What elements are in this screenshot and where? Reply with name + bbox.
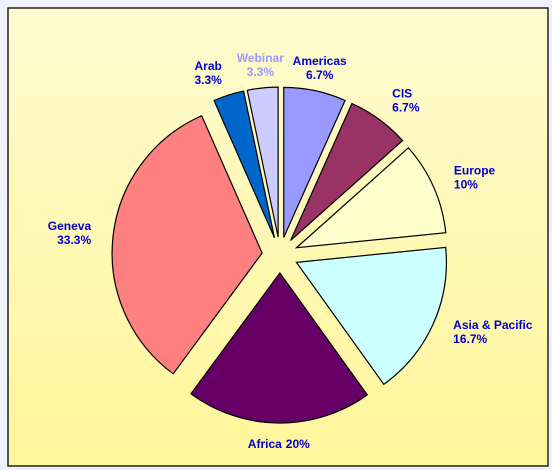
slice-label: Africa 20% [248, 437, 310, 451]
slice-name: Europe [454, 164, 496, 178]
slice-name: Asia & Pacific [453, 318, 533, 332]
slice-name: Arab [195, 59, 222, 73]
slice-value: 10% [454, 178, 478, 192]
pie-slice [295, 246, 447, 386]
slice-label: CIS 6.7% [392, 87, 420, 115]
slice-value: 20% [286, 437, 310, 451]
slice-label: Geneva 33.3% [48, 219, 92, 247]
slice-value: 33.3% [57, 233, 91, 247]
slice-name: Africa [248, 437, 282, 451]
slice-label: Webinar 3.3% [237, 51, 284, 79]
pie-slice [213, 90, 276, 239]
slice-value: 3.3% [194, 73, 222, 87]
pie-slice [294, 146, 447, 249]
slice-value: 6.7% [306, 68, 334, 82]
slice-name: Americas [293, 54, 347, 68]
pie-slice [111, 114, 263, 375]
slice-label: Asia & Pacific 16.7% [453, 318, 533, 346]
slice-value: 6.7% [392, 101, 420, 115]
slice-label: Arab 3.3% [194, 59, 222, 87]
pie-slice [190, 271, 369, 424]
pie-slice [283, 86, 346, 238]
pie-slice [246, 86, 279, 238]
slice-value: 3.3% [247, 65, 275, 79]
slice-name: Geneva [48, 219, 92, 233]
slice-label: Americas 6.7% [293, 54, 347, 82]
slice-name: Webinar [237, 51, 284, 65]
slice-name: CIS [392, 87, 412, 101]
slice-label: Europe 10% [454, 164, 496, 192]
pie-slice [290, 102, 404, 241]
slice-value: 16.7% [453, 332, 487, 346]
